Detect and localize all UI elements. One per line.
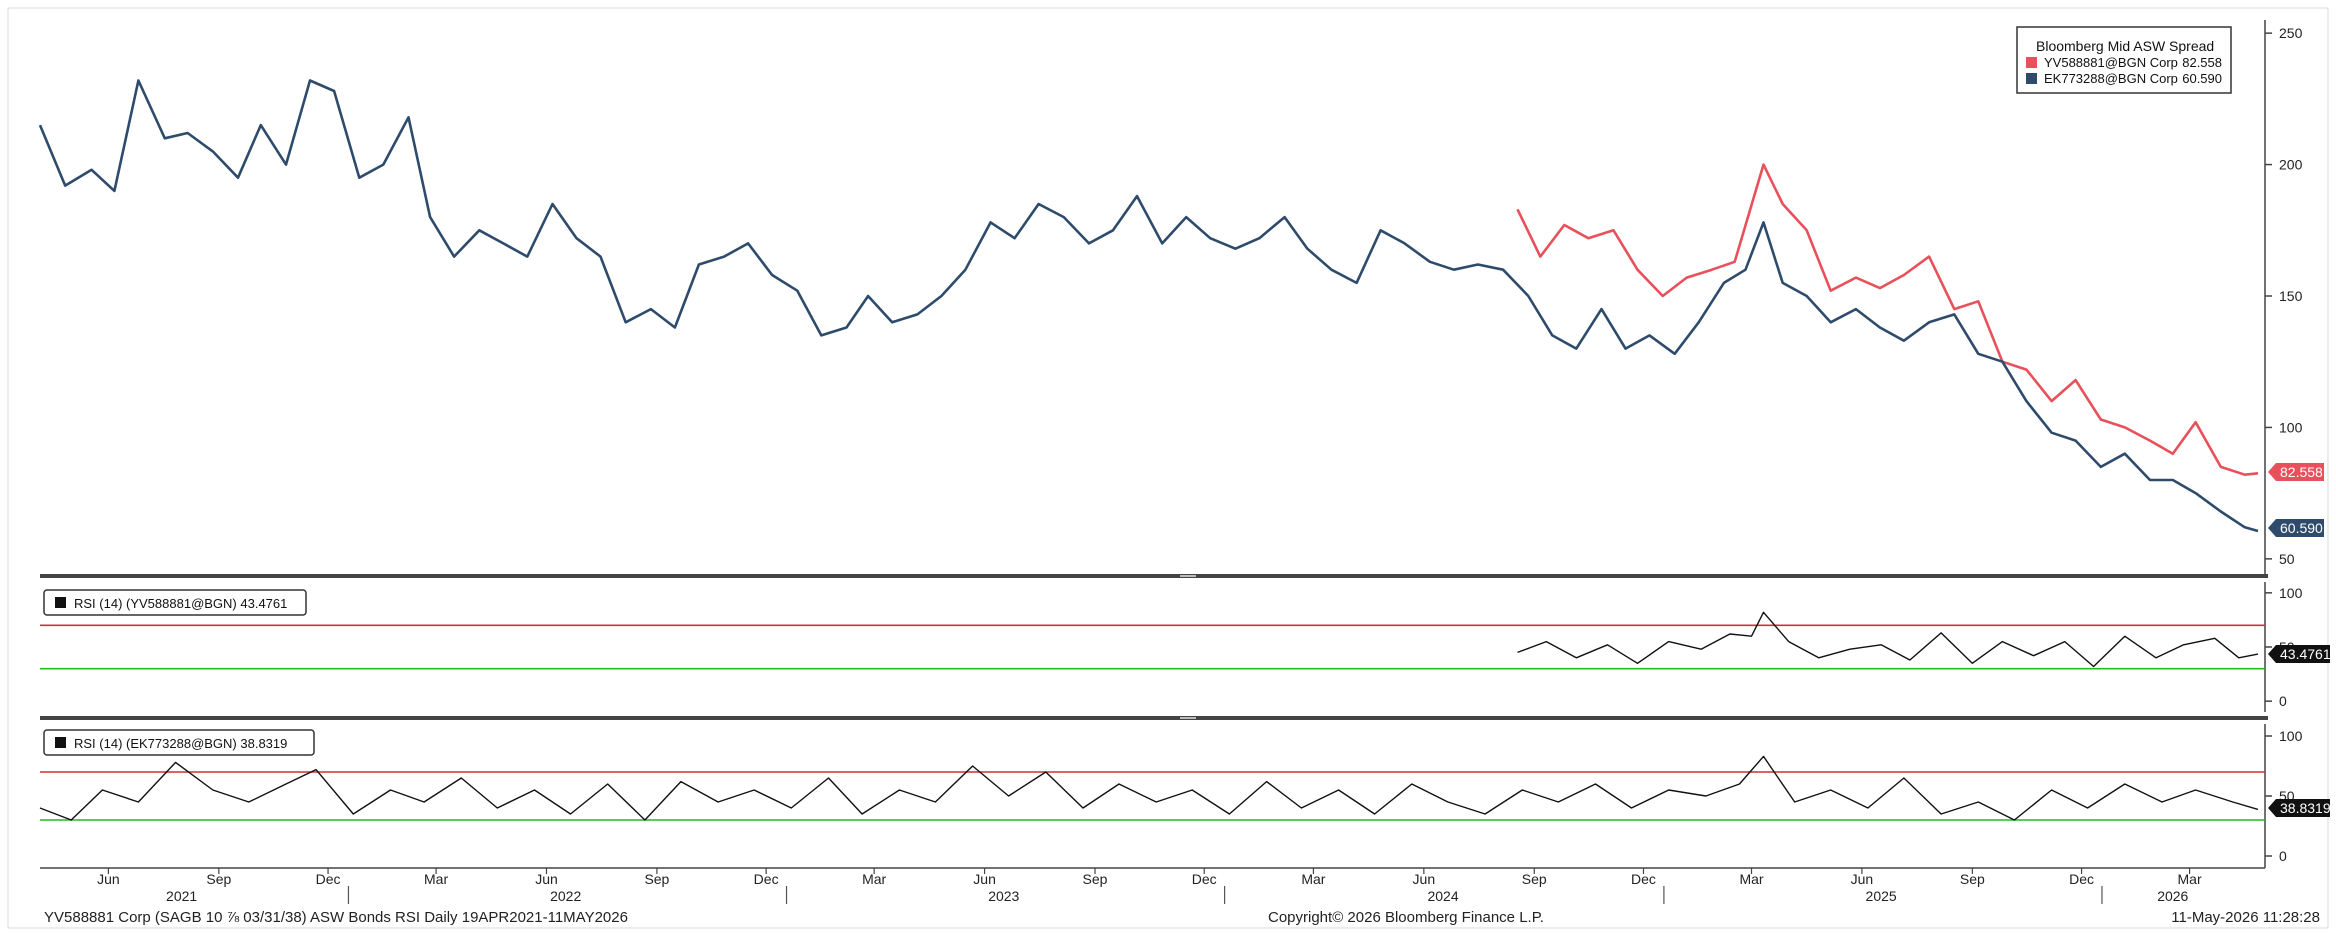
x-year-label: 2026 bbox=[2157, 888, 2188, 904]
legend-entry-yv588881-value: 82.558 bbox=[2182, 55, 2222, 70]
last-value-ek773288: 60.590 bbox=[2280, 520, 2323, 536]
panel-divider-1-grip bbox=[1180, 575, 1196, 577]
x-month-label: Jun bbox=[1413, 871, 1436, 887]
x-month-label: Mar bbox=[2178, 871, 2202, 887]
legend: Bloomberg Mid ASW Spread YV588881@BGN Co… bbox=[2016, 26, 2232, 94]
x-year-label: 2023 bbox=[988, 888, 1019, 904]
last-value-tag-rsi1-shape bbox=[2268, 645, 2330, 663]
footer-copyright: Copyright© 2026 Bloomberg Finance L.P. bbox=[1268, 909, 1544, 926]
x-month-label: Mar bbox=[424, 871, 448, 887]
panel-divider-1 bbox=[40, 574, 2268, 578]
x-axis: Jun Sep Dec Mar Jun Sep Dec Mar Jun Sep Dec Mar Jun S… bbox=[40, 867, 2265, 904]
y-tick-label: 250 bbox=[2279, 25, 2303, 41]
legend-title: Bloomberg Mid ASW Spread bbox=[2036, 38, 2214, 54]
last-value-tag-rsi2-shape bbox=[2268, 799, 2330, 817]
x-month-label: Sep bbox=[206, 871, 231, 887]
series-line-ek773288 bbox=[38, 79, 2259, 533]
x-month-label: Sep bbox=[1522, 871, 1547, 887]
y-tick-label: 100 bbox=[2279, 419, 2303, 435]
footer: YV588881 Corp (SAGB 10 ⅞ 03/31/38) ASW B… bbox=[44, 909, 2320, 926]
last-value-tag-rsi2: 38.8319 bbox=[2268, 799, 2331, 817]
x-month-label: Sep bbox=[1083, 871, 1108, 887]
legend-swatch-ek773288 bbox=[2026, 73, 2037, 84]
x-year-label: 2025 bbox=[1866, 888, 1897, 904]
x-month-label: Jun bbox=[535, 871, 558, 887]
series-line-rsi-14-yv588881 bbox=[1517, 611, 2259, 668]
y-tick-label: 200 bbox=[2279, 157, 2303, 173]
last-value-rsi2: 38.8319 bbox=[2280, 800, 2331, 816]
x-month-label: Dec bbox=[2069, 871, 2094, 887]
rsi2-reference-lines bbox=[40, 771, 2265, 821]
x-year-label: 2024 bbox=[1427, 888, 1458, 904]
main-series-group bbox=[38, 79, 2259, 533]
last-value-tag-ek773288-shape bbox=[2268, 519, 2324, 537]
last-value-yv588881: 82.558 bbox=[2280, 464, 2323, 480]
x-month-label: Jun bbox=[97, 871, 120, 887]
last-value-tag-ek773288: 60.590 bbox=[2268, 519, 2324, 537]
y-tick-label: 100 bbox=[2279, 728, 2303, 744]
y-tick-label: 50 bbox=[2279, 551, 2295, 567]
series-line-rsi-14-ek773288 bbox=[39, 755, 2259, 821]
x-month-label: Mar bbox=[1739, 871, 1763, 887]
legend-box bbox=[2016, 26, 2232, 94]
x-month-label: Mar bbox=[1301, 871, 1325, 887]
x-month-label: Dec bbox=[1192, 871, 1217, 887]
x-month-label: Sep bbox=[1960, 871, 1985, 887]
rsi1-label: RSI (14) (YV588881@BGN) 43.4761 bbox=[74, 596, 287, 611]
x-month-label: Dec bbox=[1631, 871, 1656, 887]
x-year-label: 2021 bbox=[166, 888, 197, 904]
last-value-tag-yv588881-shape bbox=[2268, 463, 2324, 481]
footer-timestamp: 11-May-2026 11:28:28 bbox=[2171, 909, 2320, 926]
y-tick-label: 0 bbox=[2279, 693, 2287, 709]
x-month-label: Mar bbox=[862, 871, 886, 887]
x-year-separators bbox=[347, 886, 2103, 904]
x-month-label: Sep bbox=[644, 871, 669, 887]
rsi2-label-box bbox=[43, 729, 315, 756]
legend-entry-yv588881-name: YV588881@BGN Corp bbox=[2044, 55, 2178, 70]
rsi2-label: RSI (14) (EK773288@BGN) 38.8319 bbox=[74, 736, 287, 751]
rsi1-series-group bbox=[1517, 611, 2259, 668]
rsi1-label-box bbox=[43, 589, 307, 616]
y-tick-label: 150 bbox=[2279, 288, 2303, 304]
panel-divider-2 bbox=[40, 716, 2268, 720]
x-month-ticks: Jun Sep Dec Mar Jun Sep Dec Mar Jun Sep Dec Mar Jun S… bbox=[97, 868, 2202, 887]
last-value-rsi1: 43.4761 bbox=[2280, 646, 2331, 662]
x-month-label: Dec bbox=[316, 871, 341, 887]
last-value-tag-yv588881: 82.558 bbox=[2268, 463, 2324, 481]
legend-entry-ek773288-value: 60.590 bbox=[2182, 71, 2222, 86]
x-month-label: Jun bbox=[1851, 871, 1874, 887]
y-tick-label: 100 bbox=[2279, 585, 2303, 601]
panel-divider-2-grip bbox=[1180, 717, 1196, 719]
asw-spread-panel: 50 100 150 200 250 Bloomberg Mid ASW Spread … bbox=[38, 20, 2324, 575]
rsi1-reference-lines bbox=[40, 624, 2265, 670]
x-month-label: Jun bbox=[973, 871, 996, 887]
legend-entry-ek773288-name: EK773288@BGN Corp bbox=[2044, 71, 2178, 86]
rsi1-swatch bbox=[55, 597, 66, 608]
footer-left: YV588881 Corp (SAGB 10 ⅞ 03/31/38) ASW B… bbox=[44, 909, 628, 926]
main-y-ticks: 50 100 150 200 250 bbox=[2265, 25, 2303, 567]
legend-swatch-yv588881 bbox=[2026, 57, 2037, 68]
x-year-labels: 2021 2022 2023 2024 2025 2026 bbox=[166, 888, 2189, 904]
last-value-tag-rsi1: 43.4761 bbox=[2268, 645, 2331, 663]
x-month-label: Dec bbox=[754, 871, 779, 887]
rsi2-series-group bbox=[39, 755, 2259, 821]
series-line-yv588881 bbox=[1516, 163, 2259, 477]
rsi2-swatch bbox=[55, 737, 66, 748]
x-year-label: 2022 bbox=[550, 888, 581, 904]
y-tick-label: 0 bbox=[2279, 848, 2287, 864]
